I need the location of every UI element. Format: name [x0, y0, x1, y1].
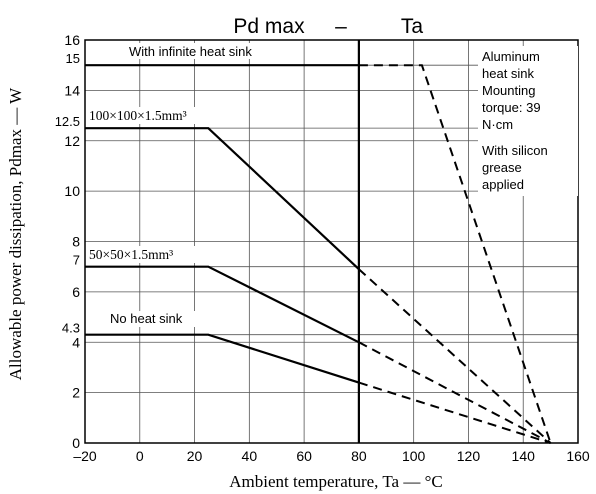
y-tick-labels: 0 2 4 6 8 10 12 14 16 — [64, 32, 80, 451]
x-tick-label: 100 — [402, 448, 426, 464]
x-tick-label: 20 — [187, 448, 203, 464]
y-tick-label: 16 — [64, 32, 80, 48]
y-tick-label: 2 — [72, 385, 80, 401]
series-0-dashed-line — [358, 64, 552, 444]
y-tick-label: 8 — [72, 234, 80, 250]
series-label-100x100: 100×100×1.5mm³ — [89, 108, 187, 123]
annotation: Aluminum heat sink Mounting torque: 39 N… — [482, 49, 548, 192]
x-tick-label: 140 — [512, 448, 536, 464]
annotation-line-2: heat sink — [482, 66, 535, 81]
x-tick-label: –20 — [73, 448, 97, 464]
y-extra-tick-label: 12.5 — [55, 114, 80, 129]
label-bg-100 — [87, 107, 218, 124]
x-tick-label: 120 — [457, 448, 481, 464]
y-tick-label: 0 — [72, 435, 80, 451]
series-2-dashed-line — [358, 341, 552, 444]
annotation-line-5: N·cm — [482, 117, 513, 132]
annotation-line-6: With silicon — [482, 143, 548, 158]
x-tick-label: 40 — [242, 448, 258, 464]
chart-title-part-3: Ta — [401, 15, 424, 38]
curves — [85, 64, 552, 444]
x-tick-labels: –20 0 20 40 60 80 100 120 140 160 — [73, 448, 590, 464]
series-3-solid-line — [85, 333, 360, 384]
y-tick-label: 10 — [64, 183, 80, 199]
annotation-line-3: Mounting — [482, 83, 535, 98]
y-extra-tick-label: 4.3 — [62, 321, 80, 336]
y-extra-tick-label: 7 — [73, 253, 80, 268]
plot-frame — [84, 39, 579, 444]
series-label-no-heat-sink: No heat sink — [110, 311, 183, 326]
chart-title-part-1: Pd max — [233, 15, 305, 38]
series-3-dashed-line — [358, 381, 551, 444]
y-tick-label: 4 — [72, 334, 80, 350]
x-tick-label: 160 — [566, 448, 590, 464]
label-bg-50 — [87, 246, 204, 263]
series-1-dashed-line — [358, 268, 552, 444]
x-tick-label: 0 — [136, 448, 144, 464]
series-2-solid-line — [85, 265, 360, 344]
annotation-line-1: Aluminum — [482, 49, 540, 64]
y-extra-tick-label: 15 — [66, 51, 80, 66]
annotation-line-8: applied — [482, 177, 524, 192]
y-extra-tick-labels: 4.3 7 12.5 15 — [55, 51, 80, 336]
y-axis-label: Allowable power dissipation, Pdmax — W — [6, 87, 25, 380]
series-1-solid-line — [85, 127, 360, 271]
annotation-bg — [478, 46, 578, 196]
x-axis-label: Ambient temperature, Ta — °C — [229, 472, 443, 491]
y-tick-label: 12 — [64, 133, 80, 149]
annotation-line-7: grease — [482, 160, 522, 175]
x-tick-label: 80 — [351, 448, 367, 464]
x-tick-label: 60 — [296, 448, 312, 464]
label-bg-infinite — [126, 43, 291, 59]
y-tick-label: 6 — [72, 284, 80, 300]
series-label-infinite-heat-sink: With infinite heat sink — [129, 44, 252, 59]
label-bg-no — [108, 311, 204, 327]
annotation-line-4: torque: 39 — [482, 100, 541, 115]
y-tick-label: 14 — [64, 82, 80, 98]
chart-title-part-2: – — [335, 15, 347, 38]
series-label-50x50: 50×50×1.5mm³ — [89, 247, 173, 262]
